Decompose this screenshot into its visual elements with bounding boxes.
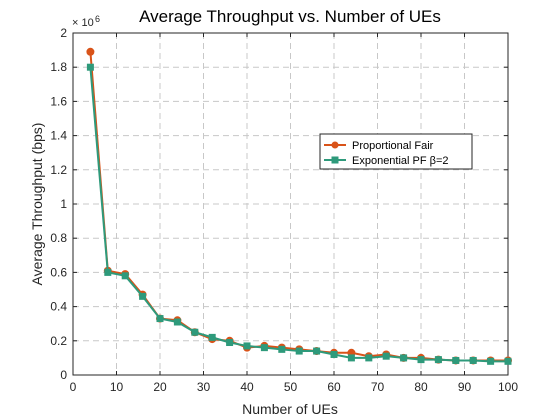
y-tick-label: 1.4 bbox=[50, 129, 67, 143]
tick-labels: 0 10 20 30 40 50 60 70 80 90 100 0 0.2 0.4 0.6 0.8 1 1.2 1… bbox=[50, 26, 518, 394]
x-tick-label: 70 bbox=[371, 380, 385, 394]
series-proportional-fair bbox=[86, 47, 512, 365]
series-group bbox=[86, 47, 512, 365]
x-tick-label: 30 bbox=[197, 380, 211, 394]
y-tick-label: 0 bbox=[60, 368, 67, 382]
data-point bbox=[156, 315, 164, 323]
data-point bbox=[295, 347, 303, 355]
data-point bbox=[487, 357, 495, 365]
x-tick-label: 90 bbox=[458, 380, 472, 394]
data-point bbox=[173, 318, 181, 326]
legend-marker-proportional-fair bbox=[331, 141, 339, 149]
y-axis-exponent: × 10 6 bbox=[72, 14, 100, 29]
data-point bbox=[452, 356, 460, 364]
data-point bbox=[260, 344, 268, 352]
series-line bbox=[89, 67, 508, 363]
legend-label-proportional-fair: Proportional Fair bbox=[352, 140, 434, 152]
x-tick-label: 50 bbox=[284, 380, 298, 394]
x-tick-label: 0 bbox=[70, 380, 77, 394]
x-axis-title: Number of UEs bbox=[242, 401, 338, 417]
data-point bbox=[278, 345, 286, 353]
y-tick-label: 1 bbox=[60, 197, 67, 211]
legend-marker-exponential-pf bbox=[331, 156, 339, 164]
data-point bbox=[86, 47, 95, 56]
y-axis-title: Average Throughput (bps) bbox=[29, 123, 45, 286]
data-point bbox=[434, 356, 442, 364]
data-point bbox=[86, 63, 94, 71]
y-tick-label: 1.8 bbox=[50, 60, 67, 74]
data-point bbox=[243, 342, 251, 350]
legend-label-exponential-pf: Exponential PF β=2 bbox=[352, 155, 449, 167]
data-point bbox=[347, 354, 355, 362]
data-point bbox=[330, 350, 338, 358]
x-tick-label: 60 bbox=[327, 380, 341, 394]
data-point bbox=[226, 339, 234, 347]
x-tick-label: 40 bbox=[240, 380, 254, 394]
x-tick-label: 80 bbox=[414, 380, 428, 394]
y-exponent-power: 6 bbox=[95, 14, 100, 24]
data-point bbox=[191, 328, 199, 336]
data-point bbox=[104, 268, 112, 276]
data-point bbox=[121, 272, 129, 280]
data-point bbox=[313, 347, 321, 355]
data-point bbox=[417, 356, 425, 364]
legend: Proportional Fair Exponential PF β=2 bbox=[319, 133, 473, 170]
data-point bbox=[400, 354, 408, 362]
data-point bbox=[365, 354, 373, 362]
series-line bbox=[89, 51, 508, 362]
data-point bbox=[504, 357, 512, 365]
data-point bbox=[208, 333, 216, 341]
x-tick-label: 10 bbox=[110, 380, 124, 394]
data-point bbox=[139, 292, 147, 300]
grid bbox=[73, 33, 508, 375]
y-tick-label: 0.2 bbox=[50, 334, 67, 348]
chart-title: Average Throughput vs. Number of UEs bbox=[139, 7, 441, 26]
y-exponent-base: × 10 bbox=[72, 17, 94, 29]
data-point bbox=[469, 356, 477, 364]
y-tick-label: 1.2 bbox=[50, 163, 67, 177]
y-tick-label: 1.6 bbox=[50, 94, 67, 108]
y-tick-label: 0.4 bbox=[50, 300, 67, 314]
series-exponential-pf bbox=[86, 63, 512, 365]
y-tick-label: 0.8 bbox=[50, 231, 67, 245]
legend-box bbox=[319, 133, 473, 170]
x-tick-label: 100 bbox=[498, 380, 518, 394]
axis-ticks bbox=[72, 32, 509, 376]
x-tick-label: 20 bbox=[153, 380, 167, 394]
y-tick-label: 2 bbox=[60, 26, 67, 40]
data-point bbox=[382, 352, 390, 360]
y-tick-label: 0.6 bbox=[50, 265, 67, 279]
